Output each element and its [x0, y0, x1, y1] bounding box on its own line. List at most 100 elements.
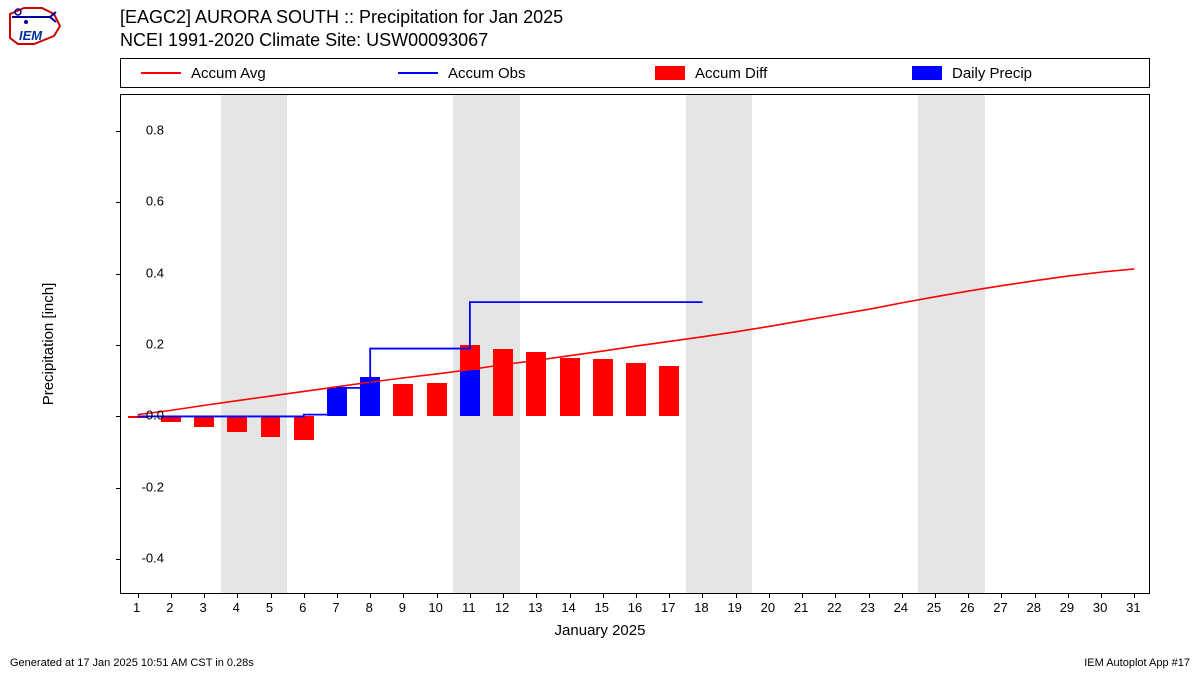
x-tick-mark [702, 593, 703, 598]
footer-generated: Generated at 17 Jan 2025 10:51 AM CST in… [10, 657, 254, 669]
x-tick-mark [536, 593, 537, 598]
y-tick-mark [116, 345, 121, 346]
svg-text:IEM: IEM [19, 28, 43, 43]
legend: Accum Avg Accum Obs Accum Diff Daily Precip [120, 58, 1150, 88]
x-tick-mark [802, 593, 803, 598]
x-tick-label: 2 [166, 600, 173, 615]
x-tick-label: 8 [366, 600, 373, 615]
x-tick-label: 18 [694, 600, 708, 615]
legend-item: Accum Obs [378, 65, 635, 82]
y-tick-mark [116, 202, 121, 203]
x-axis-label: January 2025 [0, 622, 1200, 639]
legend-label: Daily Precip [952, 65, 1032, 82]
x-tick-mark [1001, 593, 1002, 598]
y-tick-mark [116, 488, 121, 489]
y-tick-label: 0.2 [124, 337, 164, 352]
x-tick-label: 30 [1093, 600, 1107, 615]
accum-avg-line [138, 269, 1135, 415]
y-tick-mark [116, 131, 121, 132]
x-tick-label: 26 [960, 600, 974, 615]
x-tick-mark [1134, 593, 1135, 598]
x-tick-label: 22 [827, 600, 841, 615]
x-tick-label: 1 [133, 600, 140, 615]
y-tick-label: -0.4 [124, 551, 164, 566]
x-tick-mark [1068, 593, 1069, 598]
y-tick-mark [116, 559, 121, 560]
y-tick-label: -0.2 [124, 479, 164, 494]
x-tick-label: 16 [628, 600, 642, 615]
x-tick-mark [669, 593, 670, 598]
accum-obs-line [138, 302, 703, 416]
x-tick-label: 9 [399, 600, 406, 615]
x-tick-mark [736, 593, 737, 598]
x-tick-label: 6 [299, 600, 306, 615]
x-tick-mark [968, 593, 969, 598]
x-tick-label: 31 [1126, 600, 1140, 615]
legend-label: Accum Diff [695, 65, 767, 82]
x-tick-label: 29 [1060, 600, 1074, 615]
legend-swatch [141, 72, 181, 74]
x-tick-label: 19 [727, 600, 741, 615]
chart-title: [EAGC2] AURORA SOUTH :: Precipitation fo… [120, 6, 563, 51]
legend-item: Accum Diff [635, 65, 892, 82]
x-tick-label: 17 [661, 600, 675, 615]
legend-item: Daily Precip [892, 65, 1149, 82]
x-tick-mark [869, 593, 870, 598]
plot-area [120, 94, 1150, 594]
x-tick-label: 5 [266, 600, 273, 615]
x-tick-mark [204, 593, 205, 598]
x-tick-label: 13 [528, 600, 542, 615]
x-tick-mark [337, 593, 338, 598]
legend-item: Accum Avg [121, 65, 378, 82]
footer-app: IEM Autoplot App #17 [1084, 657, 1190, 669]
x-tick-mark [304, 593, 305, 598]
x-tick-label: 15 [595, 600, 609, 615]
x-tick-mark [570, 593, 571, 598]
x-tick-label: 4 [233, 600, 240, 615]
x-tick-mark [470, 593, 471, 598]
x-tick-label: 14 [561, 600, 575, 615]
x-tick-label: 23 [860, 600, 874, 615]
x-tick-label: 12 [495, 600, 509, 615]
x-tick-label: 28 [1026, 600, 1040, 615]
title-line-2: NCEI 1991-2020 Climate Site: USW00093067 [120, 29, 563, 52]
y-tick-mark [116, 416, 121, 417]
x-tick-label: 21 [794, 600, 808, 615]
x-tick-mark [403, 593, 404, 598]
x-tick-label: 11 [462, 600, 476, 615]
x-tick-mark [1101, 593, 1102, 598]
y-tick-label: 0.0 [124, 408, 164, 423]
y-tick-mark [116, 274, 121, 275]
title-line-1: [EAGC2] AURORA SOUTH :: Precipitation fo… [120, 6, 563, 29]
x-tick-mark [271, 593, 272, 598]
x-tick-label: 10 [428, 600, 442, 615]
x-tick-mark [237, 593, 238, 598]
x-tick-mark [935, 593, 936, 598]
x-tick-mark [138, 593, 139, 598]
legend-swatch [398, 72, 438, 74]
legend-label: Accum Obs [448, 65, 526, 82]
x-tick-label: 20 [761, 600, 775, 615]
x-tick-label: 7 [332, 600, 339, 615]
legend-label: Accum Avg [191, 65, 266, 82]
x-tick-label: 24 [894, 600, 908, 615]
y-tick-label: 0.6 [124, 194, 164, 209]
x-tick-label: 25 [927, 600, 941, 615]
x-tick-mark [171, 593, 172, 598]
x-tick-mark [437, 593, 438, 598]
x-tick-mark [503, 593, 504, 598]
x-tick-mark [370, 593, 371, 598]
x-tick-mark [769, 593, 770, 598]
y-axis-label: Precipitation [inch] [40, 283, 57, 406]
y-tick-label: 0.8 [124, 122, 164, 137]
x-tick-mark [636, 593, 637, 598]
x-tick-mark [902, 593, 903, 598]
x-tick-mark [603, 593, 604, 598]
y-tick-label: 0.4 [124, 265, 164, 280]
x-tick-mark [1035, 593, 1036, 598]
x-tick-label: 3 [199, 600, 206, 615]
x-tick-mark [835, 593, 836, 598]
iem-logo: IEM [4, 4, 66, 48]
x-tick-label: 27 [993, 600, 1007, 615]
legend-swatch [912, 66, 942, 80]
